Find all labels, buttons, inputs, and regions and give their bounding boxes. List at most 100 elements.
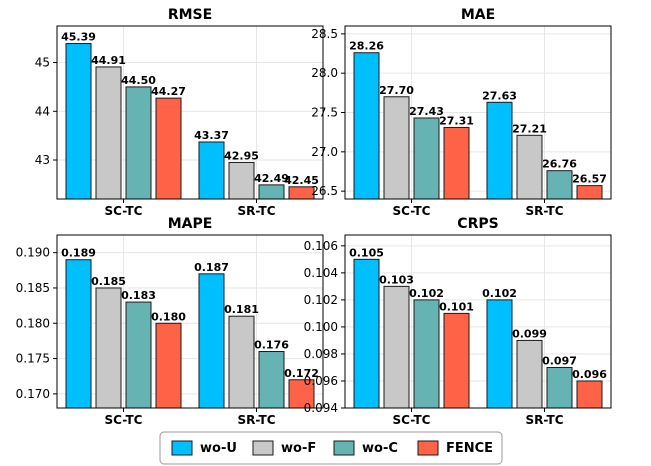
mae-value-label-wo-u-sc-tc: 28.26 [349, 40, 384, 53]
mape-bar-wo-u-sc-tc [65, 259, 92, 409]
mae-xtick-label-sc-tc: SC-TC [393, 204, 431, 218]
crps-value-label-wo-f-sc-tc: 0.103 [379, 273, 414, 286]
rmse-value-label-wo-u-sc-tc: 45.39 [61, 31, 96, 44]
mape-ytick-label-4: 0.190 [16, 246, 50, 260]
crps-ytick-label-0: 0.094 [304, 401, 338, 415]
mape-value-label-wo-u-sc-tc: 0.189 [61, 247, 96, 260]
mae-value-label-wo-c-sr-tc: 26.76 [542, 158, 577, 171]
crps-value-label-fence-sc-tc: 0.101 [439, 300, 474, 313]
mape-ytick-label-2: 0.180 [16, 316, 50, 330]
rmse-bar-wo-c-sc-tc [125, 86, 152, 200]
mape-value-label-wo-c-sr-tc: 0.176 [254, 339, 289, 352]
mae-ytick-label-0: 26.5 [311, 184, 338, 198]
legend-swatch-wo-c [333, 440, 355, 456]
crps-bar-wo-f-sr-tc [516, 339, 543, 409]
mape-bar-fence-sc-tc [155, 322, 182, 409]
crps-frame [344, 234, 612, 409]
mape-ytick-label-1: 0.175 [16, 352, 50, 366]
legend-frame [159, 431, 503, 465]
legend-swatch-wo-u [171, 440, 193, 456]
mae-panel: 28.26 27.63 27.70 27.21 27.43 26.76 27.31 26.57… [311, 7, 612, 218]
legend-swatch-wo-f [252, 440, 274, 456]
mape-value-label-wo-c-sc-tc: 0.183 [121, 289, 156, 302]
mae-ytick-label-1: 27.0 [311, 145, 338, 159]
rmse-value-label-fence-sc-tc: 44.27 [151, 85, 186, 98]
mae-bar-wo-u-sc-tc [353, 52, 380, 200]
mape-xtick-label-sr-tc: SR-TC [237, 413, 275, 427]
mae-title: MAE [461, 7, 495, 23]
mape-value-label-wo-f-sr-tc: 0.181 [224, 303, 259, 316]
mae-value-label-fence-sr-tc: 26.57 [572, 173, 607, 186]
crps-bar-wo-u-sr-tc [486, 299, 513, 409]
crps-ytick-label-4: 0.102 [304, 293, 338, 307]
crps-ytick-label-6: 0.106 [304, 239, 338, 253]
mape-frame [56, 234, 324, 409]
mape-bar-wo-c-sc-tc [125, 301, 152, 409]
mape-bar-wo-u-sr-tc [198, 273, 225, 409]
rmse-title: RMSE [168, 7, 212, 23]
mape-value-label-wo-f-sc-tc: 0.185 [91, 275, 126, 288]
crps-value-label-wo-u-sc-tc: 0.105 [349, 246, 384, 259]
mape-bar-wo-f-sr-tc [228, 315, 255, 409]
mae-value-label-wo-c-sc-tc: 27.43 [409, 105, 444, 118]
crps-bar-wo-c-sc-tc [413, 299, 440, 409]
mae-value-label-fence-sc-tc: 27.31 [439, 114, 474, 127]
legend-items: wo-U wo-F wo-C FENCE [171, 440, 493, 456]
mae-bar-wo-c-sc-tc [413, 117, 440, 200]
crps-value-label-wo-c-sr-tc: 0.097 [542, 354, 577, 367]
rmse-xtick-label-sc-tc: SC-TC [105, 204, 143, 218]
legend-label-wo-f: wo-F [281, 441, 316, 456]
mape-xtick-label-sc-tc: SC-TC [105, 413, 143, 427]
mae-bar-fence-sr-tc [576, 185, 603, 200]
rmse-ytick-label-0: 43 [35, 153, 50, 167]
crps-value-label-wo-u-sr-tc: 0.102 [482, 287, 517, 300]
rmse-bar-wo-f-sc-tc [95, 66, 122, 200]
crps-value-label-wo-c-sc-tc: 0.102 [409, 287, 444, 300]
mae-value-label-wo-f-sc-tc: 27.70 [379, 84, 414, 97]
crps-bar-wo-u-sc-tc [353, 258, 380, 409]
mape-panel: 0.189 0.187 0.185 0.181 0.183 0.176 0.180 0.172… [16, 216, 324, 427]
mae-bar-wo-u-sr-tc [486, 101, 513, 200]
rmse-bar-fence-sr-tc [288, 186, 315, 200]
crps-bar-fence-sc-tc [443, 312, 470, 409]
crps-bar-wo-c-sr-tc [546, 366, 573, 409]
mae-value-label-wo-f-sr-tc: 27.21 [512, 122, 547, 135]
rmse-frame [56, 25, 324, 200]
rmse-bar-fence-sc-tc [155, 97, 182, 200]
legend-label-fence: FENCE [446, 441, 493, 456]
mape-title: MAPE [168, 216, 213, 232]
rmse-value-label-wo-c-sr-tc: 42.49 [254, 172, 289, 185]
crps-ytick-label-5: 0.104 [304, 266, 338, 280]
rmse-ytick-label-2: 45 [35, 56, 50, 70]
mape-value-label-fence-sc-tc: 0.180 [151, 310, 186, 323]
legend: wo-U wo-F wo-C FENCE [159, 431, 503, 465]
rmse-bar-wo-c-sr-tc [258, 184, 285, 200]
rmse-value-label-wo-f-sc-tc: 44.91 [91, 54, 126, 67]
mape-bar-wo-f-sc-tc [95, 287, 122, 409]
legend-label-wo-u: wo-U [200, 441, 237, 456]
rmse-bar-wo-f-sr-tc [228, 161, 255, 200]
crps-xtick-label-sc-tc: SC-TC [393, 413, 431, 427]
rmse-ytick-label-1: 44 [35, 104, 50, 118]
chart-panels: 45.39 43.37 44.91 42.95 44.50 42.49 44.27 42.45… [16, 7, 612, 427]
crps-value-label-fence-sr-tc: 0.096 [572, 368, 607, 381]
mae-xtick-label-sr-tc: SR-TC [525, 204, 563, 218]
crps-xtick-label-sr-tc: SR-TC [525, 413, 563, 427]
rmse-value-label-wo-f-sr-tc: 42.95 [224, 149, 259, 162]
mae-bar-wo-f-sc-tc [383, 96, 410, 200]
rmse-panel: 45.39 43.37 44.91 42.95 44.50 42.49 44.27 42.45… [35, 7, 324, 218]
crps-bar-fence-sr-tc [576, 380, 603, 409]
crps-panel: 0.1050.1020.1030.0990.1020.0970.1010.096… [304, 216, 612, 427]
mape-bar-wo-c-sr-tc [258, 351, 285, 409]
mape-ytick-label-3: 0.185 [16, 281, 50, 295]
rmse-value-label-wo-c-sc-tc: 44.50 [121, 74, 156, 87]
mae-bar-wo-f-sr-tc [516, 134, 543, 200]
rmse-bar-wo-u-sc-tc [65, 43, 92, 200]
crps-ytick-label-1: 0.096 [304, 374, 338, 388]
rmse-bar-wo-u-sr-tc [198, 141, 225, 200]
crps-ytick-label-3: 0.100 [304, 320, 338, 334]
mape-ytick-label-0: 0.170 [16, 387, 50, 401]
mae-bar-fence-sc-tc [443, 126, 470, 200]
mae-ytick-label-2: 27.5 [311, 106, 338, 120]
